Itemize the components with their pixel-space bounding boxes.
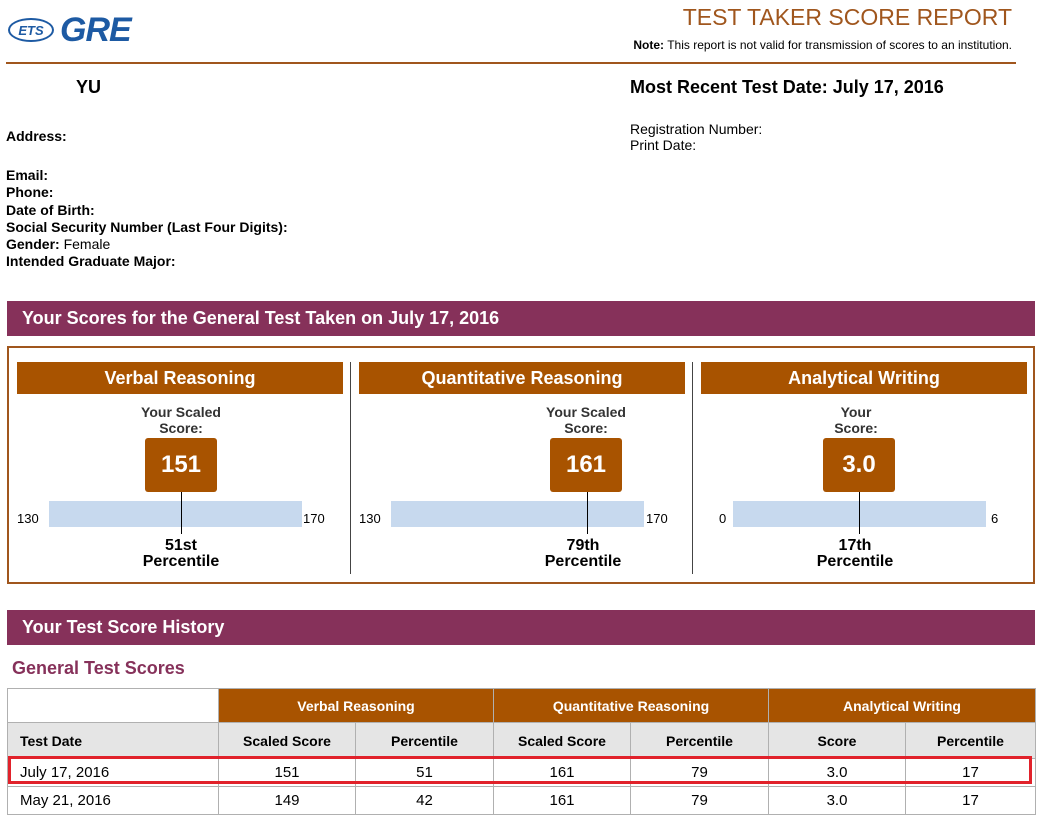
writing-pointer <box>859 492 860 534</box>
writing-scaled-label: Your Score: <box>834 404 878 436</box>
email-label: Email: <box>6 167 49 183</box>
verbal-score-bar <box>49 501 302 527</box>
col-quant-scaled: Scaled Score <box>493 722 631 759</box>
gre-logo: ETS GRE <box>8 10 132 50</box>
quant-score-box: 161 <box>550 438 622 492</box>
col-writing-score: Score <box>768 722 906 759</box>
cell-test-date: May 21, 2016 <box>7 786 219 815</box>
most-recent-test-date: Most Recent Test Date: July 17, 2016 <box>630 77 944 97</box>
registration-block: Registration Number: Print Date: <box>630 121 762 153</box>
quant-min: 130 <box>359 511 381 526</box>
verbal-max: 170 <box>303 511 325 526</box>
ets-logo: ETS <box>8 18 54 42</box>
group-header-quant: Quantitative Reasoning <box>493 688 769 723</box>
verbal-score-box: 151 <box>145 438 217 492</box>
col-verbal-scaled: Scaled Score <box>218 722 356 759</box>
blank-header-cell <box>7 688 219 723</box>
gender-value: Female <box>63 236 111 252</box>
verbal-pointer <box>181 492 182 534</box>
writing-max: 6 <box>991 511 999 526</box>
gre-logo-text: GRE <box>60 10 132 49</box>
scores-section-title: Your Scores for the General Test Taken o… <box>7 301 1035 336</box>
score-col-divider <box>692 362 693 574</box>
score-history-table: Verbal Reasoning Quantitative Reasoning … <box>7 688 1036 815</box>
quant-max: 170 <box>646 511 668 526</box>
score-col-divider <box>350 362 351 574</box>
address-label: Address: <box>6 128 67 144</box>
row-highlight-box <box>8 756 1032 784</box>
quant-percentile: 79th Percentile <box>544 537 622 570</box>
header-divider <box>6 62 1016 64</box>
quant-scaled-label: Your Scaled Score: <box>546 404 626 436</box>
cell-quant-percentile: 79 <box>630 786 769 815</box>
report-note: Note: This report is not valid for trans… <box>633 38 1012 52</box>
table-row: May 21, 2016 149 42 161 79 3.0 17 <box>7 786 1036 815</box>
ssn-label: Social Security Number (Last Four Digits… <box>6 219 288 235</box>
candidate-name: YU <box>76 77 102 97</box>
dob-label: Date of Birth: <box>6 202 95 218</box>
table-column-header: Test Date Scaled Score Percentile Scaled… <box>7 722 1036 759</box>
cell-quant-scaled: 161 <box>493 786 631 815</box>
quant-pointer <box>587 492 588 534</box>
quant-header: Quantitative Reasoning <box>359 362 685 394</box>
cell-writing-score: 3.0 <box>768 786 906 815</box>
col-verbal-percentile: Percentile <box>355 722 494 759</box>
cell-verbal-percentile: 42 <box>355 786 494 815</box>
print-date-label: Print Date: <box>630 137 697 153</box>
verbal-min: 130 <box>17 511 39 526</box>
report-title: TEST TAKER SCORE REPORT <box>682 4 1012 30</box>
gender-field: Gender: Female <box>6 236 111 252</box>
verbal-header: Verbal Reasoning <box>17 362 343 394</box>
writing-score-box: 3.0 <box>823 438 895 492</box>
col-quant-percentile: Percentile <box>630 722 769 759</box>
writing-percentile: 17th Percentile <box>816 537 894 570</box>
major-label: Intended Graduate Major: <box>6 253 176 269</box>
cell-verbal-scaled: 149 <box>218 786 356 815</box>
quant-score-bar <box>391 501 644 527</box>
verbal-percentile: 51st Percentile <box>142 537 220 570</box>
col-test-date: Test Date <box>7 722 219 759</box>
writing-header: Analytical Writing <box>701 362 1027 394</box>
table-group-header: Verbal Reasoning Quantitative Reasoning … <box>7 688 1036 723</box>
phone-label: Phone: <box>6 184 54 200</box>
col-writing-percentile: Percentile <box>905 722 1036 759</box>
history-section-title: Your Test Score History <box>7 610 1035 645</box>
general-test-scores-title: General Test Scores <box>12 658 185 678</box>
group-header-verbal: Verbal Reasoning <box>218 688 494 723</box>
writing-min: 0 <box>719 511 727 526</box>
verbal-scaled-label: Your Scaled Score: <box>141 404 221 436</box>
registration-number-label: Registration Number: <box>630 121 763 137</box>
group-header-writing: Analytical Writing <box>768 688 1036 723</box>
cell-writing-percentile: 17 <box>905 786 1036 815</box>
score-panel: Verbal Reasoning Your Scaled Score: 151 1… <box>7 346 1035 584</box>
